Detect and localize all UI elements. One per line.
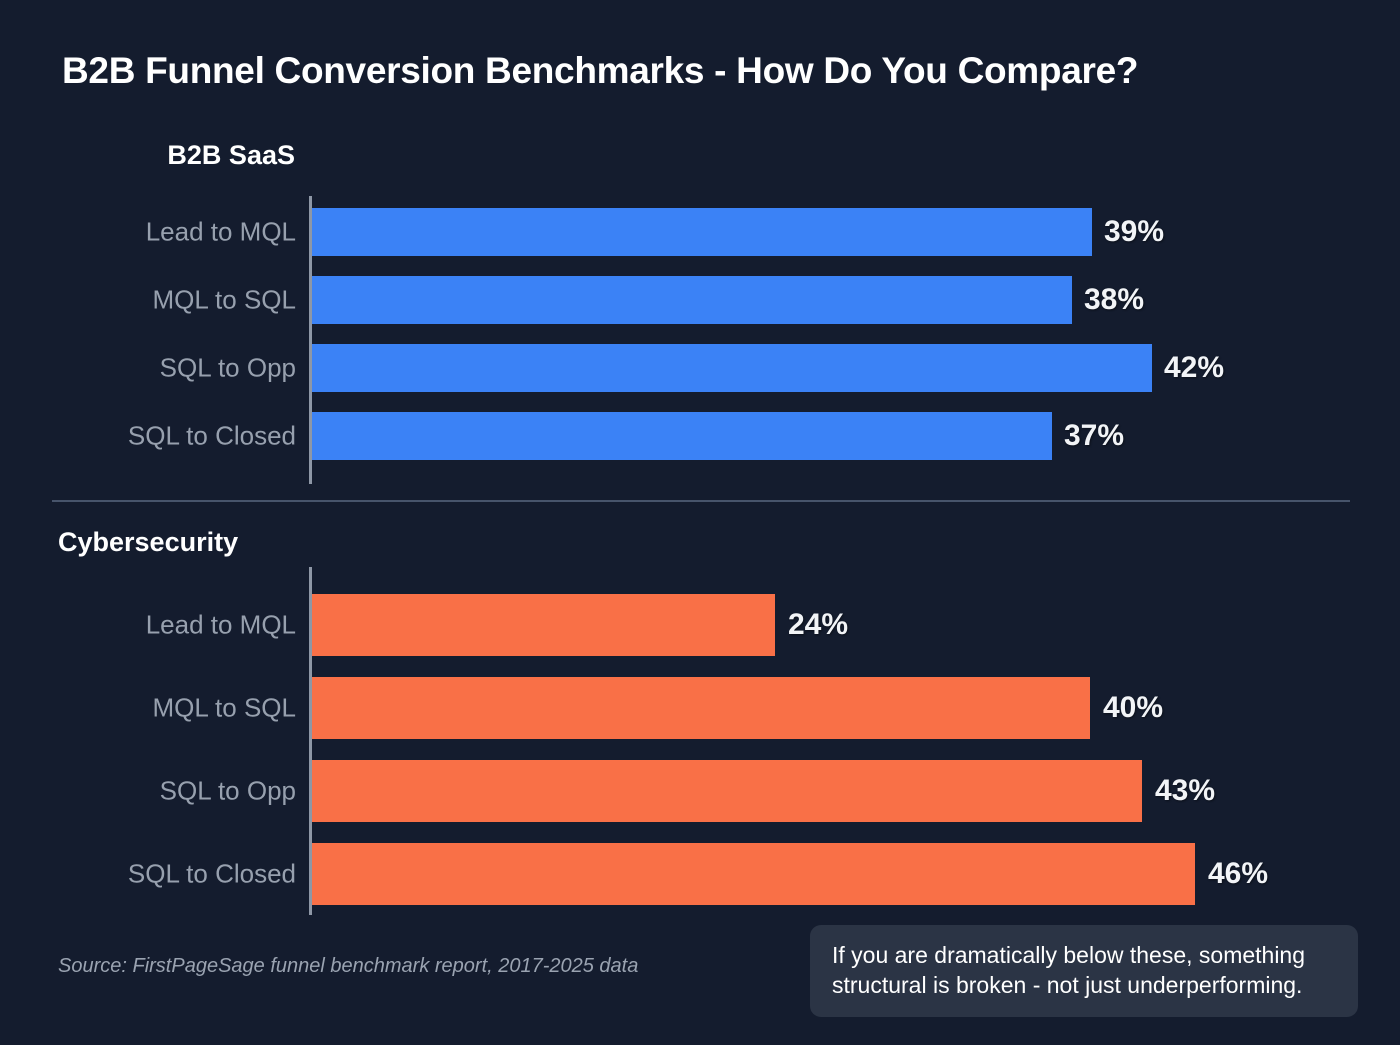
- page-title: B2B Funnel Conversion Benchmarks - How D…: [62, 50, 1139, 91]
- bar-category-label: SQL to Opp: [159, 775, 296, 806]
- bar-category-label: SQL to Closed: [127, 858, 296, 889]
- bar-value-label: 39%: [1104, 215, 1165, 248]
- bar-value-label: 40%: [1103, 691, 1164, 724]
- bar-lead-to-mql[interactable]: [312, 594, 775, 656]
- y-axis-spine: [309, 196, 312, 484]
- bar-sql-to-closed[interactable]: [312, 412, 1052, 460]
- bar-category-label: MQL to SQL: [152, 284, 296, 315]
- bar-row: SQL to Opp 42%: [0, 344, 1400, 392]
- bar-value-label: 46%: [1208, 857, 1269, 890]
- y-axis-spine: [309, 567, 312, 915]
- bar-category-label: SQL to Closed: [127, 420, 296, 451]
- bar-sql-to-opp[interactable]: [312, 760, 1142, 822]
- bar-category-label: MQL to SQL: [152, 692, 296, 723]
- bar-mql-to-sql[interactable]: [312, 276, 1072, 324]
- bar-row: MQL to SQL 40%: [0, 677, 1400, 739]
- bar-row: Lead to MQL 39%: [0, 208, 1400, 256]
- bar-category-label: Lead to MQL: [145, 216, 296, 247]
- bar-row: SQL to Closed 46%: [0, 843, 1400, 905]
- source-note: Source: FirstPageSage funnel benchmark r…: [58, 955, 639, 977]
- bar-category-label: SQL to Opp: [159, 352, 296, 383]
- callout-box: If you are dramatically below these, som…: [810, 925, 1358, 1017]
- bar-sql-to-opp[interactable]: [312, 344, 1152, 392]
- bar-row: SQL to Opp 43%: [0, 760, 1400, 822]
- bar-value-label: 43%: [1155, 774, 1216, 807]
- bar-value-label: 42%: [1164, 351, 1225, 384]
- bar-row: MQL to SQL 38%: [0, 276, 1400, 324]
- bar-mql-to-sql[interactable]: [312, 677, 1090, 739]
- bar-category-label: Lead to MQL: [145, 609, 296, 640]
- group-divider: [52, 500, 1350, 502]
- bar-value-label: 24%: [788, 608, 849, 641]
- group-title-b2b-saas: B2B SaaS: [167, 140, 295, 170]
- bar-value-label: 37%: [1064, 419, 1125, 452]
- bar-lead-to-mql[interactable]: [312, 208, 1092, 256]
- bar-row: SQL to Closed 37%: [0, 412, 1400, 460]
- bar-row: Lead to MQL 24%: [0, 594, 1400, 656]
- bar-value-label: 38%: [1084, 283, 1145, 316]
- bar-sql-to-closed[interactable]: [312, 843, 1195, 905]
- group-title-cybersecurity: Cybersecurity: [58, 527, 239, 557]
